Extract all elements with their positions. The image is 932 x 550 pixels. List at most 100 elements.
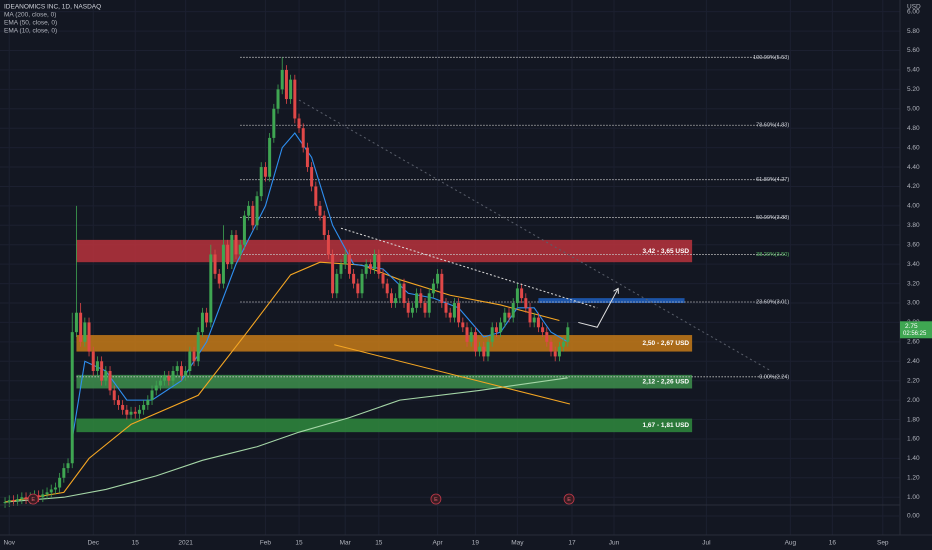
last-price: 2.75	[905, 323, 918, 330]
y-tick-label: 0.00	[907, 513, 920, 520]
candle-body	[356, 283, 360, 294]
indicator-line	[4, 377, 568, 503]
x-tick-label: 15	[295, 540, 303, 547]
candle-body	[427, 293, 431, 313]
candle-body	[272, 108, 276, 138]
price-zone	[76, 418, 693, 433]
legend-entry: MA (200, close, 0)	[4, 12, 56, 19]
x-tick-label: Mar	[340, 540, 352, 547]
candle-body	[205, 312, 209, 323]
zone-label: 1,67 - 1,81 USD	[643, 422, 690, 429]
candle-body	[389, 293, 393, 303]
candle-body	[192, 351, 196, 362]
x-tick-label: Aug	[785, 540, 797, 547]
earnings-label: E	[31, 497, 35, 503]
fib-label: 50.00%(3.88)	[756, 215, 789, 221]
candle-body	[515, 288, 519, 303]
fib-label: 61.80%(4.27)	[756, 177, 789, 183]
zone-label: 2,50 - 2,67 USD	[643, 340, 690, 347]
candle-body	[415, 293, 419, 308]
candle-body	[158, 380, 162, 386]
candle-body	[520, 288, 524, 299]
candle-body	[70, 332, 74, 464]
x-tick-label: 15	[375, 540, 383, 547]
candle-body	[184, 370, 188, 376]
fib-label: 38.20%(3.50)	[756, 252, 789, 258]
y-tick-label: 1.40	[907, 455, 920, 462]
candle-body	[310, 167, 314, 187]
y-tick-label: 1.00	[907, 494, 920, 501]
zone-label: 2,12 - 2,26 USD	[643, 378, 690, 385]
candle-body	[314, 186, 318, 206]
y-tick-label: 2.40	[907, 358, 920, 365]
candle-body	[490, 327, 494, 342]
earnings-marker	[27, 493, 39, 505]
candle-body	[549, 341, 553, 352]
earnings-label: E	[434, 497, 438, 503]
candle-body	[368, 264, 372, 270]
candle-body	[536, 317, 540, 328]
candle-body	[238, 244, 242, 255]
candle-body	[108, 370, 112, 391]
candle-body	[398, 283, 402, 299]
x-tick-label: 16	[829, 540, 837, 547]
candle-body	[242, 215, 246, 245]
candle-body	[352, 273, 356, 284]
currency: USD	[907, 4, 921, 11]
candle-body	[562, 341, 566, 347]
candle-body	[11, 500, 15, 502]
candle-body	[305, 147, 309, 168]
candle-body	[511, 303, 515, 318]
candle-body	[100, 361, 104, 381]
candle-body	[553, 351, 557, 357]
candle-body	[179, 366, 183, 376]
candle-body	[16, 499, 20, 502]
candle-body	[385, 283, 389, 294]
candle-body	[373, 254, 377, 270]
y-tick-label: 4.80	[907, 125, 920, 132]
candle-body	[213, 254, 217, 274]
candle-body	[150, 390, 154, 401]
candle-body	[217, 273, 221, 284]
candle-body	[154, 385, 158, 391]
candle-body	[234, 235, 238, 255]
price-zone	[76, 374, 693, 389]
candle-body	[293, 79, 297, 119]
candle-body	[74, 312, 78, 333]
y-tick-label: 1.80	[907, 416, 920, 423]
y-tick-label: 3.40	[907, 261, 920, 268]
price-zone	[76, 239, 693, 263]
candle-body	[364, 264, 368, 274]
candle-body	[461, 322, 465, 328]
y-tick-label: 4.00	[907, 203, 920, 210]
x-tick-label: 15	[132, 540, 140, 547]
candle-body	[230, 235, 234, 265]
candle-body	[188, 351, 192, 371]
x-tick-label: Feb	[260, 540, 272, 547]
fib-label: 23.60%(3.01)	[756, 299, 789, 305]
candle-body	[226, 244, 230, 265]
candle-body	[335, 273, 339, 294]
candle-body	[95, 361, 99, 371]
candle-body	[104, 370, 108, 381]
candle-body	[146, 400, 150, 405]
candle-body	[499, 322, 503, 333]
y-tick-label: 6.00	[907, 8, 920, 15]
candle-body	[410, 307, 414, 313]
candle-body	[326, 235, 330, 255]
earnings-marker	[430, 493, 442, 505]
candle-body	[532, 317, 536, 323]
candle-body	[209, 254, 213, 323]
candle-body	[541, 327, 545, 333]
y-tick-label: 3.20	[907, 280, 920, 287]
candle-body	[444, 303, 448, 313]
candle-body	[41, 494, 45, 498]
candle-body	[331, 254, 335, 294]
candle-body	[87, 322, 91, 352]
fib-label: 100.00%(5.53)	[753, 55, 789, 61]
candle-body	[163, 375, 167, 381]
candle-body	[200, 312, 204, 333]
chart-title: IDEANOMICS INC, 1D, NASDAQ	[4, 4, 101, 11]
